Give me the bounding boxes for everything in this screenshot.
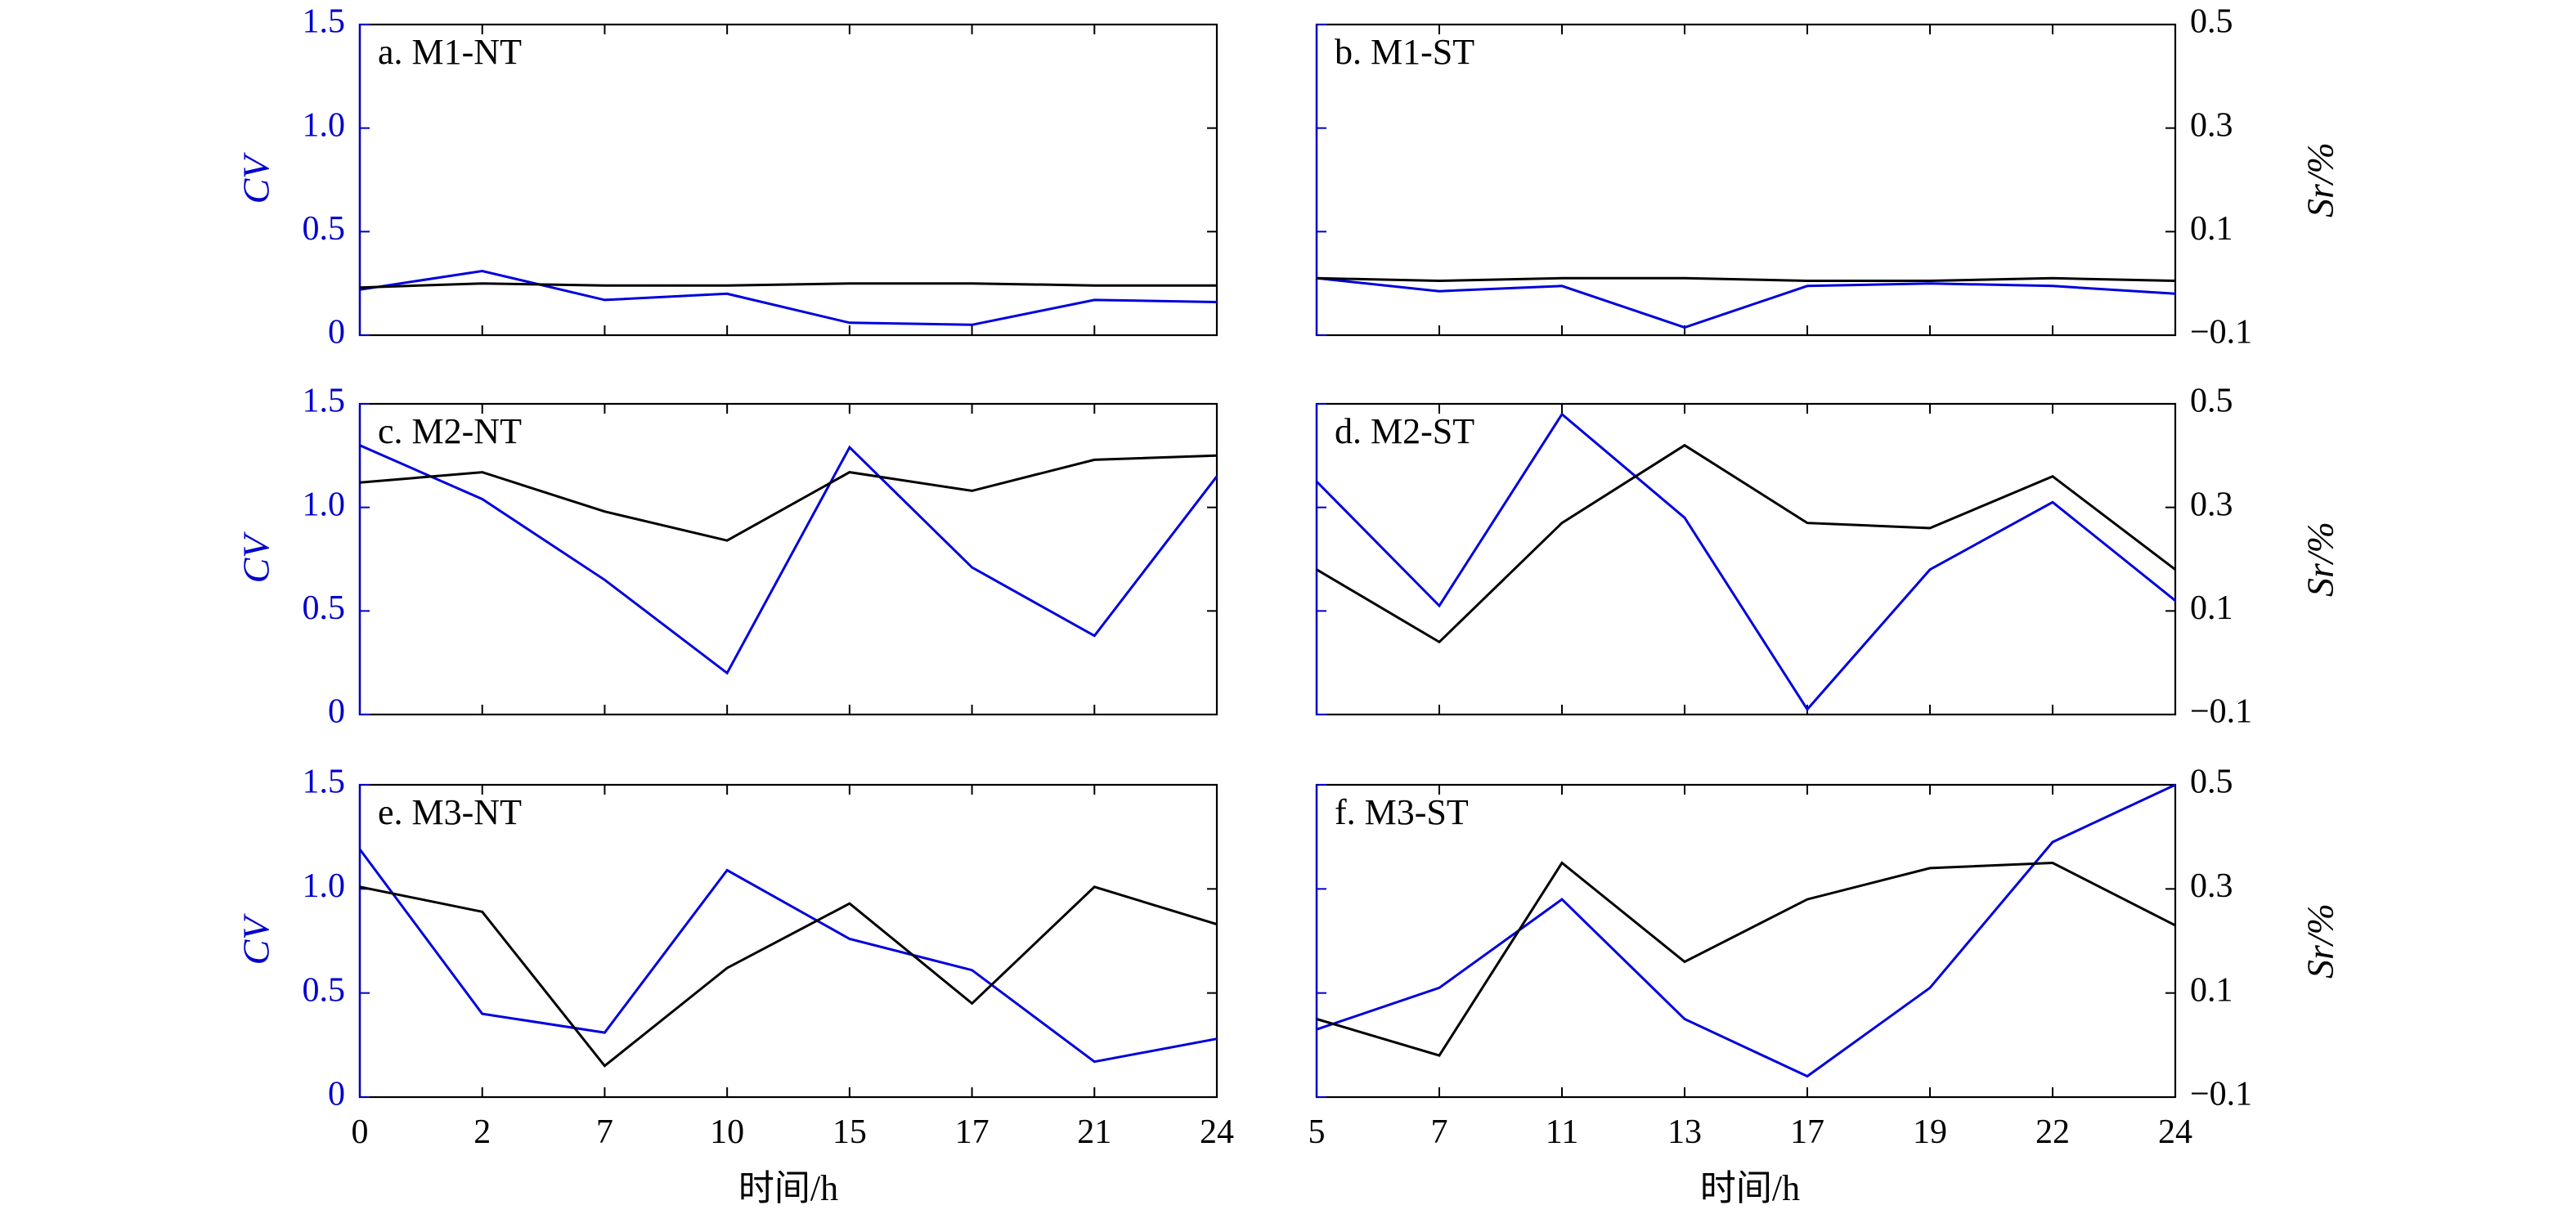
panels-layer: 0 0.5 1.0 1.5 CV a. M1-NT 0.5 0.3 0.1 −0.1 Sr/% b. … xyxy=(236,3,2341,1151)
y-tick-label-left: 1.0 xyxy=(303,106,346,144)
labels-layer: 时间/h 时间/h xyxy=(738,1168,1800,1208)
sr-line-e xyxy=(359,885,1218,1068)
cv-line-e xyxy=(358,849,1218,1064)
y-tick-label-right: −0.1 xyxy=(2190,314,2252,352)
y-tick-label-left: 1.5 xyxy=(303,383,346,420)
y-tick-label-left: 0.5 xyxy=(303,210,346,248)
sr-axis-label-group: Sr/% xyxy=(2300,903,2341,979)
x-tick-label: 24 xyxy=(2158,1113,2192,1151)
y-tick-label-right: 0.5 xyxy=(2190,3,2233,41)
sr-line-b xyxy=(1316,276,2176,283)
cv-line-f xyxy=(1316,783,2176,1078)
cv-line-a xyxy=(359,269,1218,326)
y-tick-label-right: −0.1 xyxy=(2190,1076,2252,1113)
x-tick-label: 17 xyxy=(1790,1113,1824,1151)
x-tick-label: 0 xyxy=(352,1113,369,1151)
cv-axis-label-group: CV xyxy=(236,531,277,584)
sr-line-a xyxy=(359,282,1217,289)
panel-title-c: c. M2-NT xyxy=(378,411,522,451)
x-tick-label: 7 xyxy=(1431,1113,1448,1151)
cv-axis-label: CV xyxy=(236,913,277,965)
cv-line-c xyxy=(359,444,1218,675)
x-axis-label-left: 时间/h xyxy=(738,1168,838,1208)
x-tick-label: 5 xyxy=(1308,1113,1326,1151)
panel-title-d: d. M2-ST xyxy=(1335,411,1474,451)
cv-line-d xyxy=(1315,412,2176,712)
x-tick-label: 2 xyxy=(473,1113,491,1151)
y-tick-label-right: 0.1 xyxy=(2190,589,2233,627)
y-tick-label-left: 1.5 xyxy=(303,764,346,801)
panel-b: 0.5 0.3 0.1 −0.1 Sr/% b. M1-ST xyxy=(1315,3,2341,352)
y-tick-label-right: 0.3 xyxy=(2190,106,2233,144)
x-tick-label: 24 xyxy=(1200,1113,1234,1151)
sr-line-d xyxy=(1316,443,2176,644)
panel-title-e: e. M3-NT xyxy=(378,792,522,832)
y-tick-label-left: 1.0 xyxy=(303,867,346,905)
panel-e: 0 2 7 10 15 17 21 24 0 0.5 1.0 1.5 CV e. M3-NT xyxy=(236,764,1234,1151)
cv-axis-label: CV xyxy=(236,531,277,584)
cv-axis-label: CV xyxy=(236,152,277,204)
sr-axis-label: Sr/% xyxy=(2300,142,2341,217)
cv-axis-label-group: CV xyxy=(236,152,277,204)
cv-axis-label-group: CV xyxy=(236,913,277,965)
y-tick-label-right: 0.5 xyxy=(2190,764,2233,801)
sr-axis-label-group: Sr/% xyxy=(2300,142,2341,217)
panel-title-f: f. M3-ST xyxy=(1335,792,1469,832)
x-axis-label-right: 时间/h xyxy=(1700,1168,1800,1208)
panel-f: 5 7 11 13 17 19 22 24 0.5 0.3 0.1 −0.1 Sr/% f. M3-ST xyxy=(1308,764,2341,1151)
y-tick-label-right: −0.1 xyxy=(2190,693,2252,731)
sr-line-c xyxy=(359,454,1218,542)
y-tick-label-right: 0.3 xyxy=(2190,867,2233,905)
sr-axis-label-group: Sr/% xyxy=(2300,522,2341,597)
y-tick-label-left: 0 xyxy=(328,693,345,731)
panel-d: 0.5 0.3 0.1 −0.1 Sr/% d. M2-ST xyxy=(1315,383,2341,731)
y-tick-label-right: 0.1 xyxy=(2190,210,2233,248)
x-tick-label: 21 xyxy=(1077,1113,1111,1151)
y-tick-label-right: 0.5 xyxy=(2190,383,2233,420)
x-tick-label: 19 xyxy=(1913,1113,1947,1151)
sr-axis-label: Sr/% xyxy=(2300,522,2341,597)
y-tick-label-left: 0.5 xyxy=(303,971,346,1009)
y-tick-label-right: 0.1 xyxy=(2190,971,2233,1009)
y-tick-label-right: 0.3 xyxy=(2190,486,2233,523)
x-tick-label: 17 xyxy=(955,1113,990,1151)
x-tick-label: 22 xyxy=(2035,1113,2070,1151)
x-tick-label: 11 xyxy=(1546,1113,1578,1151)
y-tick-label-left: 1.5 xyxy=(303,3,346,41)
x-tick-label: 10 xyxy=(710,1113,744,1151)
x-tick-label: 7 xyxy=(596,1113,613,1151)
cv-line-b xyxy=(1316,276,2176,329)
y-tick-label-left: 0 xyxy=(328,314,345,352)
x-tick-label: 15 xyxy=(832,1113,867,1151)
y-tick-label-left: 0 xyxy=(328,1076,345,1113)
panel-title-a: a. M1-NT xyxy=(378,32,522,72)
panel-c: 0 0.5 1.0 1.5 CV c. M2-NT xyxy=(236,383,1218,731)
y-tick-label-left: 1.0 xyxy=(303,486,346,523)
y-tick-label-left: 0.5 xyxy=(303,589,346,627)
sr-line-f xyxy=(1316,861,2176,1057)
x-tick-label: 13 xyxy=(1667,1113,1702,1151)
panel-a: 0 0.5 1.0 1.5 CV a. M1-NT xyxy=(236,3,1218,352)
sr-axis-label: Sr/% xyxy=(2300,903,2341,979)
panel-title-b: b. M1-ST xyxy=(1335,32,1474,72)
